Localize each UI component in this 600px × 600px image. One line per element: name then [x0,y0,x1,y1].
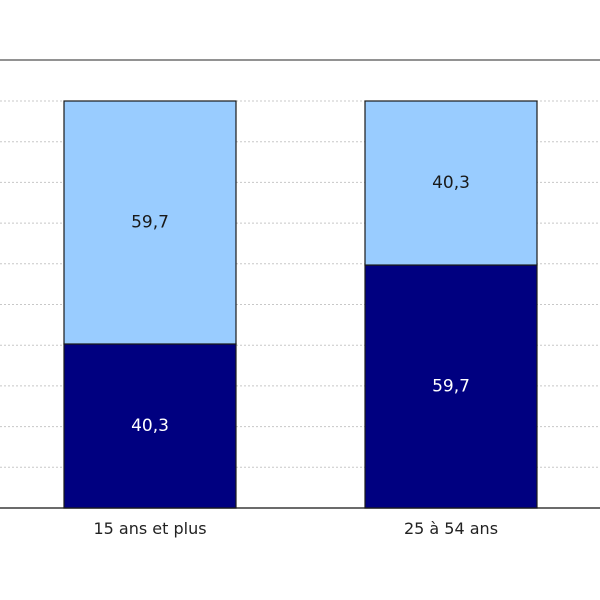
bars [63,100,538,509]
bar-segment-1-1 [63,343,237,509]
category-labels: 15 ans et plus 25 à 54 ans [93,519,498,538]
data-label-1-2: 59,7 [131,212,169,232]
bar-segment-1-2 [63,100,237,345]
segment-labels: 40,3 59,7 59,7 40,3 [131,173,470,436]
category-label-1: 15 ans et plus [93,519,206,538]
bar-segment-2-2 [364,100,538,266]
category-label-2: 25 à 54 ans [404,519,498,538]
data-label-2-1: 59,7 [432,377,470,397]
data-label-2-2: 40,3 [432,173,470,193]
data-label-1-1: 40,3 [131,416,169,436]
